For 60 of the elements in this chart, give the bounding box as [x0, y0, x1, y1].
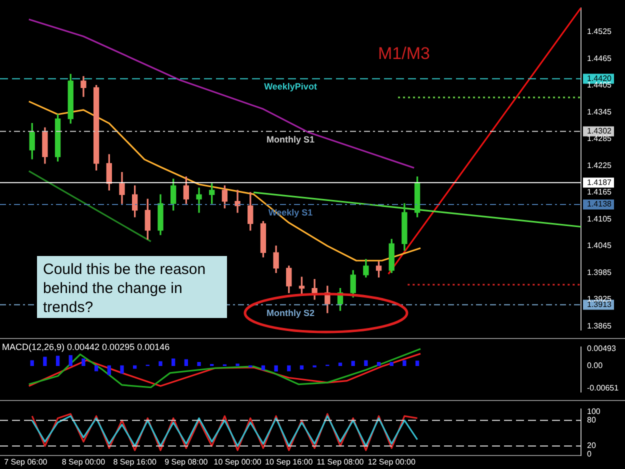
bar: [402, 360, 406, 366]
y-tick-label: 1.3985: [587, 268, 612, 277]
bar: [94, 365, 98, 372]
x-tick-label: 12 Sep 00:00: [368, 457, 416, 466]
bar: [415, 360, 420, 366]
ref-line-label: WeeklyPivot: [264, 82, 317, 92]
bar: [107, 365, 111, 375]
y-tick-label: 1.4138: [587, 200, 612, 209]
chart-title: MACD(12,26,9) 0.00442 0.00295 0.00146: [2, 342, 170, 352]
y-tick-label: 1.4225: [587, 160, 612, 170]
bar: [68, 355, 72, 366]
y-tick-label: 1.3865: [587, 321, 612, 330]
y-tick-label: 1.4525: [587, 27, 612, 36]
bar: [274, 365, 278, 372]
bar: [43, 356, 47, 366]
y-tick-label: 0.00493: [587, 344, 616, 353]
y-tick-label: 1.4420: [587, 74, 612, 83]
bar: [390, 362, 394, 366]
bar: [82, 358, 86, 366]
bar: [300, 365, 304, 370]
bar: [376, 362, 381, 366]
bar: [132, 365, 137, 369]
x-tick-label: 10 Sep 00:00: [214, 457, 262, 466]
bar: [351, 360, 355, 366]
y-tick-label: 0: [587, 450, 592, 459]
y-tick-label: 1.4285: [587, 134, 612, 144]
x-tick-label: 8 Sep 00:00: [62, 457, 106, 466]
y-tick-label: 1.4187: [587, 178, 612, 187]
bar: [30, 360, 34, 366]
ref-line-label: Monthly S1: [266, 134, 315, 144]
y-tick-label: -0.00651: [587, 383, 620, 392]
bar: [184, 359, 188, 366]
y-tick-label: 80: [587, 416, 596, 425]
y-tick-label: 1.4165: [587, 188, 612, 197]
annotation: M1/M3: [378, 44, 430, 64]
y-tick-label: 0.00: [587, 360, 604, 370]
bar: [338, 362, 342, 366]
bar: [56, 356, 60, 366]
y-tick-label: 100: [587, 406, 601, 416]
y-tick-label: 1.4465: [587, 54, 612, 63]
ref-line-label: Monthly S2: [266, 308, 315, 318]
bar: [364, 360, 368, 366]
bar: [172, 358, 176, 366]
bar: [261, 365, 266, 370]
x-tick-label: 8 Sep 16:00: [113, 457, 157, 466]
y-tick-label: 1.4345: [587, 107, 612, 116]
annotation: Could this be the reason behind the change in trends?: [37, 256, 227, 318]
bar: [158, 361, 162, 366]
x-tick-label: 11 Sep 08:00: [316, 457, 364, 466]
bar: [120, 365, 124, 374]
y-tick-label: 1.4105: [587, 214, 612, 224]
x-tick-label: 7 Sep 06:00: [4, 457, 48, 466]
y-tick-label: 20: [587, 441, 596, 450]
y-tick-label: 1.4045: [587, 241, 612, 250]
y-tick-label: 1.4302: [587, 126, 612, 136]
bar: [236, 364, 240, 366]
x-tick-label: 9 Sep 08:00: [164, 457, 208, 466]
x-tick-label: 10 Sep 16:00: [265, 457, 314, 466]
bar: [287, 365, 291, 372]
bar: [197, 362, 201, 366]
